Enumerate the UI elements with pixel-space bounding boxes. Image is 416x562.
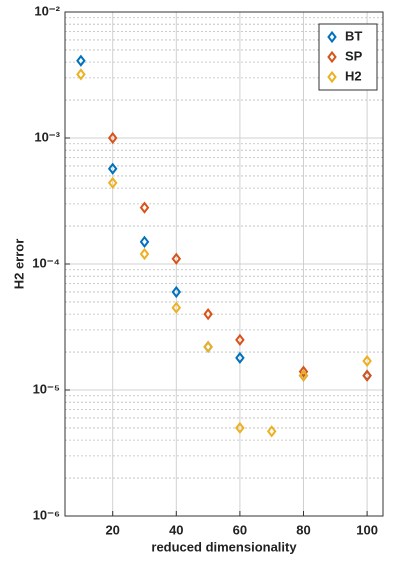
data-point	[76, 68, 86, 81]
x-tick-label: 60	[233, 522, 247, 537]
data-point	[107, 131, 118, 145]
data-point	[139, 201, 150, 214]
legend-marker	[327, 70, 337, 84]
data-point	[203, 308, 213, 321]
legend-label: SP	[345, 48, 363, 63]
x-tick-label: 20	[105, 522, 119, 537]
y-tick-label: 10⁻⁶	[33, 507, 60, 522]
y-tick-label: 10⁻⁴	[32, 255, 60, 270]
data-point	[107, 162, 118, 175]
y-tick-label: 10⁻³	[34, 129, 60, 144]
data-point	[76, 54, 86, 67]
data-point	[171, 301, 182, 314]
data-point	[362, 354, 372, 368]
x-tick-label: 40	[169, 522, 183, 537]
data-point	[171, 252, 182, 265]
data-point	[298, 369, 309, 382]
data-point	[139, 235, 150, 248]
data-point	[235, 333, 245, 346]
data-point	[235, 351, 245, 364]
data-point	[235, 421, 245, 435]
legend-label: BT	[345, 28, 362, 43]
y-axis-label: H2 error	[11, 239, 26, 290]
data-point	[298, 365, 309, 378]
data-point	[203, 340, 213, 353]
plot-frame	[64, 11, 384, 517]
y-tick-label: 10⁻⁵	[33, 381, 60, 396]
data-point	[362, 369, 372, 382]
x-tick-label: 80	[296, 522, 310, 537]
x-axis-label: reduced dimensionality	[151, 539, 297, 554]
data-point	[139, 247, 150, 261]
y-tick-label: 10⁻²	[34, 3, 60, 18]
legend-marker	[327, 30, 337, 44]
data-point	[171, 285, 182, 299]
data-point	[266, 425, 277, 438]
data-point	[107, 176, 118, 190]
legend-label: H2	[345, 68, 362, 83]
legend-marker	[327, 50, 337, 64]
x-tick-label: 100	[356, 522, 378, 537]
